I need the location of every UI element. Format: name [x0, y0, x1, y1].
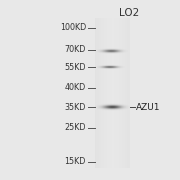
Text: 15KD: 15KD [65, 158, 86, 166]
Text: 40KD: 40KD [65, 84, 86, 93]
Text: 70KD: 70KD [65, 46, 86, 55]
Text: 100KD: 100KD [60, 24, 86, 33]
Text: 35KD: 35KD [65, 102, 86, 111]
Text: AZU1: AZU1 [136, 102, 161, 111]
Text: 25KD: 25KD [64, 123, 86, 132]
Text: 55KD: 55KD [64, 62, 86, 71]
Text: LO2: LO2 [120, 8, 140, 18]
